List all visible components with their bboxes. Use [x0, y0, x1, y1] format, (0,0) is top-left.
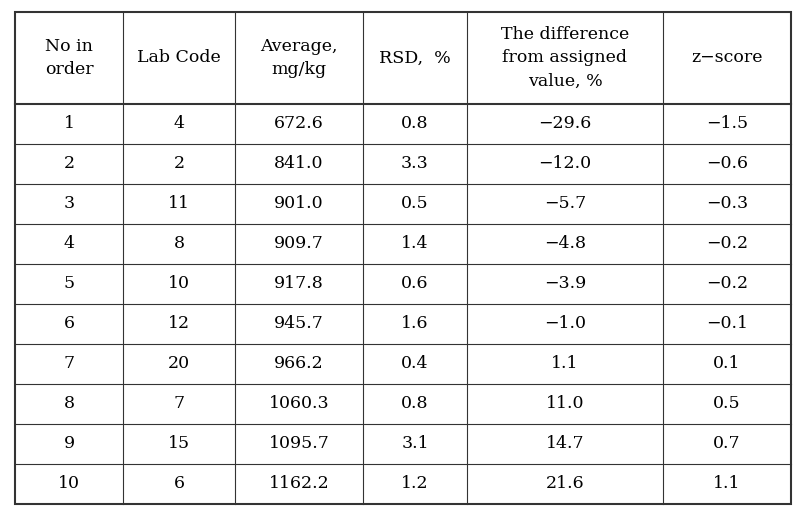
Text: 15: 15	[168, 436, 190, 453]
Text: −0.2: −0.2	[706, 276, 748, 293]
Text: −0.2: −0.2	[706, 235, 748, 252]
Text: 20: 20	[168, 355, 190, 372]
Text: 11.0: 11.0	[546, 396, 584, 413]
Text: 4: 4	[63, 235, 75, 252]
Text: 1.1: 1.1	[713, 475, 740, 492]
Text: 0.5: 0.5	[401, 196, 429, 213]
Text: z−score: z−score	[691, 49, 763, 66]
Text: 7: 7	[174, 396, 185, 413]
Text: −0.3: −0.3	[706, 196, 748, 213]
Text: 0.5: 0.5	[713, 396, 740, 413]
Text: 7: 7	[63, 355, 75, 372]
Text: −1.0: −1.0	[544, 316, 586, 333]
Text: 841.0: 841.0	[274, 156, 324, 173]
Text: 11: 11	[168, 196, 190, 213]
Text: Average,
mg/kg: Average, mg/kg	[260, 38, 337, 78]
Text: −3.9: −3.9	[544, 276, 586, 293]
Text: −1.5: −1.5	[706, 115, 748, 132]
Text: 901.0: 901.0	[274, 196, 324, 213]
Text: 3: 3	[63, 196, 75, 213]
Text: 966.2: 966.2	[274, 355, 324, 372]
Text: 0.8: 0.8	[401, 115, 429, 132]
Text: Lab Code: Lab Code	[137, 49, 221, 66]
Text: 8: 8	[63, 396, 75, 413]
Text: 1.2: 1.2	[401, 475, 429, 492]
Text: 1.6: 1.6	[401, 316, 429, 333]
Text: 9: 9	[63, 436, 75, 453]
Text: 14.7: 14.7	[546, 436, 584, 453]
Text: 21.6: 21.6	[546, 475, 584, 492]
Text: 3.3: 3.3	[401, 156, 429, 173]
Text: 2: 2	[63, 156, 75, 173]
Text: 0.4: 0.4	[401, 355, 429, 372]
Text: 0.6: 0.6	[401, 276, 429, 293]
Text: 1060.3: 1060.3	[268, 396, 329, 413]
Text: 909.7: 909.7	[274, 235, 324, 252]
Text: −12.0: −12.0	[539, 156, 591, 173]
Text: −5.7: −5.7	[544, 196, 586, 213]
Text: 917.8: 917.8	[274, 276, 324, 293]
Text: 945.7: 945.7	[274, 316, 324, 333]
Text: 0.1: 0.1	[713, 355, 740, 372]
Text: 0.8: 0.8	[401, 396, 429, 413]
Text: The difference
from assigned
value, %: The difference from assigned value, %	[501, 26, 629, 90]
Text: 672.6: 672.6	[274, 115, 324, 132]
Text: 2: 2	[174, 156, 185, 173]
Text: No in
order: No in order	[45, 38, 93, 78]
Text: −0.1: −0.1	[706, 316, 748, 333]
Text: 0.7: 0.7	[713, 436, 740, 453]
Text: −29.6: −29.6	[539, 115, 592, 132]
Text: 10: 10	[58, 475, 80, 492]
Text: 8: 8	[174, 235, 184, 252]
Text: 5: 5	[63, 276, 75, 293]
Text: 1.4: 1.4	[401, 235, 429, 252]
Text: 1: 1	[63, 115, 75, 132]
Text: 6: 6	[63, 316, 75, 333]
Text: 1162.2: 1162.2	[268, 475, 329, 492]
Text: 4: 4	[174, 115, 184, 132]
Text: 1095.7: 1095.7	[268, 436, 329, 453]
Text: 6: 6	[174, 475, 184, 492]
Text: 1.1: 1.1	[551, 355, 579, 372]
Text: RSD,  %: RSD, %	[379, 49, 451, 66]
Text: −0.6: −0.6	[706, 156, 748, 173]
Text: −4.8: −4.8	[544, 235, 586, 252]
Text: 3.1: 3.1	[401, 436, 429, 453]
Text: 10: 10	[168, 276, 190, 293]
Text: 12: 12	[168, 316, 190, 333]
